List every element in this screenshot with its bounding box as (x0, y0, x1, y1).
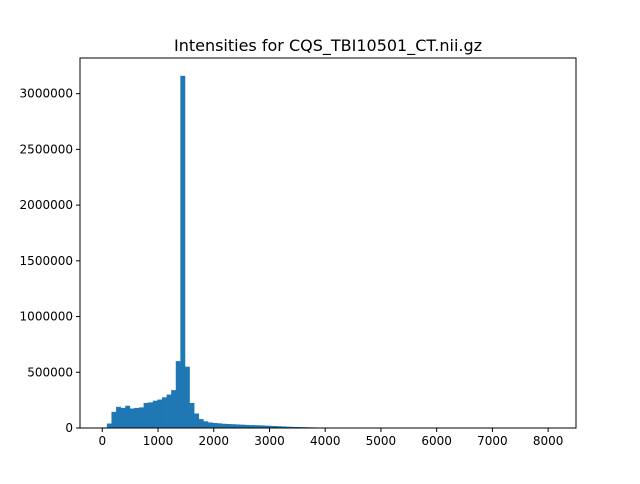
y-tick-label: 2500000 (20, 142, 73, 156)
y-tick-label: 3000000 (20, 87, 73, 101)
x-tick-label: 1000 (143, 434, 174, 448)
y-tick-label: 0 (65, 421, 73, 435)
histogram-bar (190, 403, 195, 428)
x-tick-label: 2000 (198, 434, 229, 448)
y-tick-label: 1000000 (20, 310, 73, 324)
x-tick-label: 6000 (421, 434, 452, 448)
histogram-bar (203, 421, 208, 428)
x-tick-label: 0 (98, 434, 106, 448)
histogram-bar (157, 400, 162, 428)
histogram-bar (153, 401, 158, 428)
histogram-bar (144, 403, 149, 428)
x-tick-label: 3000 (254, 434, 285, 448)
histogram-bar (226, 424, 231, 428)
histogram-bar (231, 424, 236, 428)
chart-title: Intensities for CQS_TBI10501_CT.nii.gz (174, 36, 482, 56)
histogram-bar (162, 397, 167, 428)
histogram-bar (185, 367, 190, 428)
histogram-bar (107, 424, 112, 428)
y-tick-label: 500000 (27, 365, 73, 379)
histogram-bar (130, 409, 135, 429)
histogram-bar (148, 402, 153, 428)
x-tick-label: 5000 (366, 434, 397, 448)
y-tick-label: 1500000 (20, 254, 73, 268)
y-tick-label: 2000000 (20, 198, 73, 212)
histogram-bar (171, 390, 176, 428)
histogram-bar (235, 424, 240, 428)
histogram-bar (222, 424, 227, 428)
histogram-bar (194, 414, 199, 428)
histogram-bar (217, 423, 222, 428)
histogram-bar (208, 422, 213, 428)
histogram-bar (180, 76, 185, 428)
histogram-bar (125, 406, 130, 428)
histogram-bar (116, 407, 121, 428)
x-tick-label: 4000 (310, 434, 341, 448)
histogram-bar (134, 408, 139, 428)
histogram-bar (240, 425, 245, 428)
histogram-bar (111, 412, 116, 428)
histogram-bar (121, 408, 126, 428)
x-tick-label: 8000 (533, 434, 564, 448)
histogram-bar (176, 361, 181, 428)
histogram-bar (167, 395, 172, 428)
x-tick-label: 7000 (477, 434, 508, 448)
histogram-bar (213, 423, 218, 428)
histogram-bar (199, 419, 204, 428)
histogram-bar (139, 407, 144, 428)
